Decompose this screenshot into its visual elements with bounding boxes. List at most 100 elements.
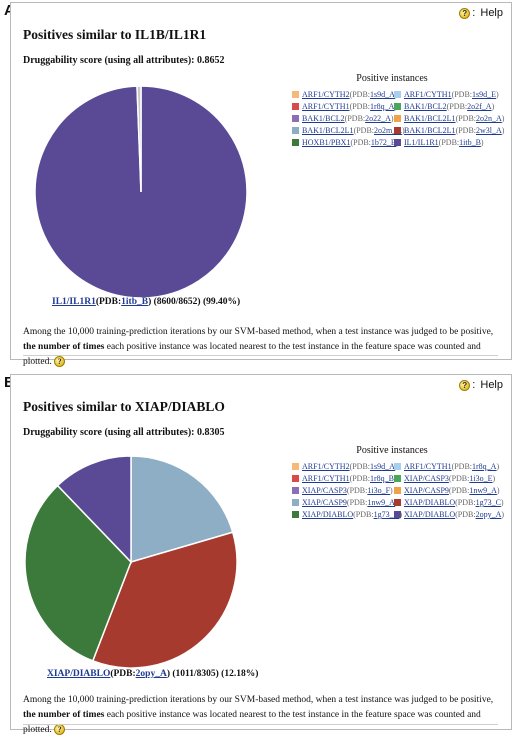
legend-swatch <box>394 511 401 518</box>
pie-label-name[interactable]: XIAP/DIABLO <box>47 669 111 679</box>
legend-item[interactable]: IL1/IL1R1 (PDB: 1itb_B) <box>394 137 494 148</box>
legend-item[interactable]: ARF1/CYTH2(PDB:1s9d_A) <box>292 461 398 472</box>
legend-item-pdb[interactable]: 1b72_B <box>370 138 397 147</box>
legend-swatch <box>292 91 299 98</box>
panel-b-letter: B <box>4 374 15 391</box>
legend-item[interactable]: ARF1/CYTH1(PDB:1r8q_B) <box>292 473 397 484</box>
pie-slice[interactable] <box>130 455 234 564</box>
legend-item-name[interactable]: XIAP/DIABLO <box>302 510 354 519</box>
legend-item-name[interactable]: BAK1/BCL2L1 <box>404 126 456 135</box>
druggability-score: Druggability score (using all attributes… <box>23 427 225 438</box>
legend-item-pdb[interactable]: 1g73_C <box>475 498 501 507</box>
legend-item-name[interactable]: BAK1/BCL2 <box>302 114 345 123</box>
legend-item[interactable]: XIAP/DIABLO(PDB:1g73_D) <box>292 509 402 520</box>
panel-a: ? : Help Positives similar to IL1B/IL1R1… <box>10 2 512 367</box>
legend-item[interactable]: ARF1/CYTH1 (PDB: 1s9d_E) <box>394 89 499 100</box>
legend-item[interactable]: BAK1/BCL2 (PDB: 2o22_A) <box>292 113 394 124</box>
legend-item[interactable]: XIAP/DIABLO (PDB: 1g73_C) <box>394 497 504 508</box>
legend-item-pdb[interactable]: 1r8q_B <box>370 474 395 483</box>
info-icon[interactable]: ? <box>54 724 66 735</box>
legend-item[interactable]: ARF1/CYTH2(PDB:1s9d_A) <box>292 89 398 100</box>
legend-item-name[interactable]: ARF1/CYTH2 <box>302 90 350 99</box>
legend-swatch <box>292 475 299 482</box>
legend-item-pdb[interactable]: 1r8q_A <box>472 462 497 471</box>
legend-item[interactable]: BAK1/BCL2L1 (PDB: 2o2m_A) <box>292 125 405 136</box>
legend-item-name[interactable]: ARF1/CYTH1 <box>404 90 452 99</box>
legend: Positive instances ARF1/CYTH2 (PDB: 1s9d_A… <box>292 73 504 148</box>
legend-swatch <box>292 511 299 518</box>
pie-slice-label: IL1/IL1R1(PDB:1itb_B) (8600/8652) (99.40… <box>52 297 241 307</box>
legend-item[interactable]: BAK1/BCL2 (PDB: 2o2f_A) <box>394 101 494 112</box>
legend-item-pdb[interactable]: 1s9d_A <box>370 462 395 471</box>
legend-item-pdb[interactable]: 1g73_D <box>373 510 400 519</box>
legend-item-pdb[interactable]: 1nw9_A <box>367 498 395 507</box>
legend-item-pdb[interactable]: 2o22_A <box>365 114 391 123</box>
legend-item[interactable]: XIAP/CASP3 (PDB: 1i3o_E) <box>394 473 495 484</box>
legend-item-pdb[interactable]: 1s9d_A <box>370 90 395 99</box>
legend-item-pdb[interactable]: 1i3o_E <box>469 474 493 483</box>
legend-item-name[interactable]: XIAP/CASP9 <box>404 486 449 495</box>
legend-item-name[interactable]: HOXB1/PBX1 <box>302 138 351 147</box>
help-link[interactable]: ? : Help <box>459 379 503 391</box>
druggability-score: Druggability score (using all attributes… <box>23 55 225 66</box>
panel-a-letter: A <box>4 2 15 19</box>
legend-item[interactable]: BAK1/BCL2L1 (PDB: 2w3l_A) <box>394 125 504 136</box>
legend-item-pdb[interactable]: 1s9d_E <box>472 90 497 99</box>
pie-slice[interactable] <box>136 85 142 193</box>
legend-item-pdb[interactable]: 1nw9_A <box>469 486 497 495</box>
pie-label-pdb[interactable]: 1itb_B <box>121 297 149 307</box>
description-note: Among the 10,000 training-prediction ite… <box>23 327 494 367</box>
legend-item[interactable]: ARF1/CYTH1(PDB:1r8q_A) <box>394 461 499 472</box>
panel-title: Positives similar to XIAP/DIABLO <box>23 399 225 414</box>
legend-item-name[interactable]: XIAP/CASP3 <box>302 486 347 495</box>
pie-slice[interactable] <box>56 455 132 564</box>
pie-slice[interactable] <box>24 484 132 662</box>
legend-swatch <box>292 139 299 146</box>
legend-item[interactable]: BAK1/BCL2L1 (PDB: 2o2n_A) <box>394 113 504 124</box>
legend-item-name[interactable]: IL1/IL1R1 <box>404 138 439 147</box>
legend-swatch <box>394 127 401 134</box>
pie-slice[interactable] <box>91 531 238 669</box>
legend-item-name[interactable]: ARF1/CYTH1 <box>404 462 452 471</box>
help-link[interactable]: ? : Help <box>459 7 503 19</box>
legend-item-name[interactable]: ARF1/CYTH1 <box>302 102 350 111</box>
legend-item-name[interactable]: BAK1/BCL2 <box>404 102 447 111</box>
legend-title: Positive instances <box>356 73 428 84</box>
pie-label-name[interactable]: IL1/IL1R1 <box>52 297 96 307</box>
legend-item-pdb[interactable]: 2o2m_A <box>374 126 403 135</box>
legend-item-pdb[interactable]: 2opy_A <box>475 510 502 519</box>
legend-item-name[interactable]: XIAP/CASP9 <box>302 498 347 507</box>
panel-title: Positives similar to IL1B/IL1R1 <box>23 27 207 42</box>
legend-swatch <box>292 487 299 494</box>
info-icon[interactable]: ? <box>54 356 66 367</box>
legend-swatch <box>394 475 401 482</box>
legend-item-name[interactable]: ARF1/CYTH2 <box>302 462 350 471</box>
legend-grid: ARF1/CYTH2(PDB:1s9d_A)ARF1/CYTH1(PDB:1r8… <box>292 461 504 520</box>
legend-item-name[interactable]: XIAP/DIABLO <box>404 498 456 507</box>
legend-item-pdb[interactable]: 1i3o_F <box>367 486 391 495</box>
description-note: Among the 10,000 training-prediction ite… <box>23 695 494 735</box>
legend-item-name[interactable]: XIAP/DIABLO <box>404 510 456 519</box>
legend-item-pdb[interactable]: 1itb_B <box>459 138 481 147</box>
legend-item[interactable]: ARF1/CYTH1(PDB:1r8q_A) <box>292 101 397 112</box>
legend-item-name[interactable]: ARF1/CYTH1 <box>302 474 350 483</box>
legend-item-pdb[interactable]: 2w3l_A <box>476 126 502 135</box>
divider <box>23 355 498 356</box>
legend-item[interactable]: XIAP/CASP9(PDB:1nw9_A) <box>292 497 398 508</box>
legend-item[interactable]: HOXB1/PBX1(PDB:1b72_B) <box>292 137 399 148</box>
legend-swatch <box>292 499 299 506</box>
legend-item[interactable]: XIAP/DIABLO (PDB: 2opy_A) <box>394 509 504 520</box>
legend-swatch <box>394 487 401 494</box>
legend-item-pdb[interactable]: 1r8q_A <box>370 102 395 111</box>
pie-label-pdb[interactable]: 2opy_A <box>135 669 167 679</box>
legend-grid: ARF1/CYTH2(PDB:1s9d_A)ARF1/CYTH1(PDB:1s9… <box>292 89 504 148</box>
legend-item-name[interactable]: BAK1/BCL2L1 <box>302 126 354 135</box>
legend-item-name[interactable]: XIAP/CASP3 <box>404 474 449 483</box>
legend-item-name[interactable]: BAK1/BCL2L1 <box>404 114 456 123</box>
help-label: Help <box>480 379 503 391</box>
pie-chart <box>34 85 248 299</box>
legend-item[interactable]: XIAP/CASP9(PDB:1nw9_A) <box>394 485 500 496</box>
legend-item[interactable]: XIAP/CASP3 (PDB: 1i3o_F) <box>292 485 393 496</box>
legend-item-pdb[interactable]: 2o2f_A <box>467 102 492 111</box>
legend-item-pdb[interactable]: 2o2n_A <box>476 114 502 123</box>
